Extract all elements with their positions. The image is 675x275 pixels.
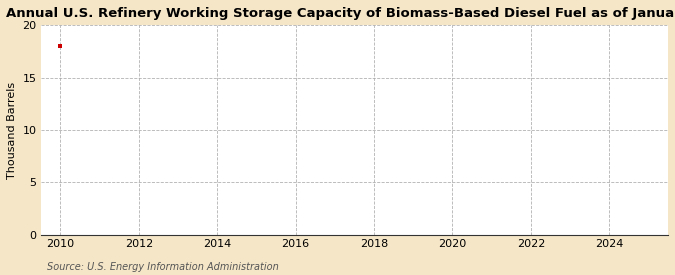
Text: Source: U.S. Energy Information Administration: Source: U.S. Energy Information Administ… bbox=[47, 262, 279, 272]
Y-axis label: Thousand Barrels: Thousand Barrels bbox=[7, 81, 17, 178]
Title: Annual U.S. Refinery Working Storage Capacity of Biomass-Based Diesel Fuel as of: Annual U.S. Refinery Working Storage Cap… bbox=[6, 7, 675, 20]
